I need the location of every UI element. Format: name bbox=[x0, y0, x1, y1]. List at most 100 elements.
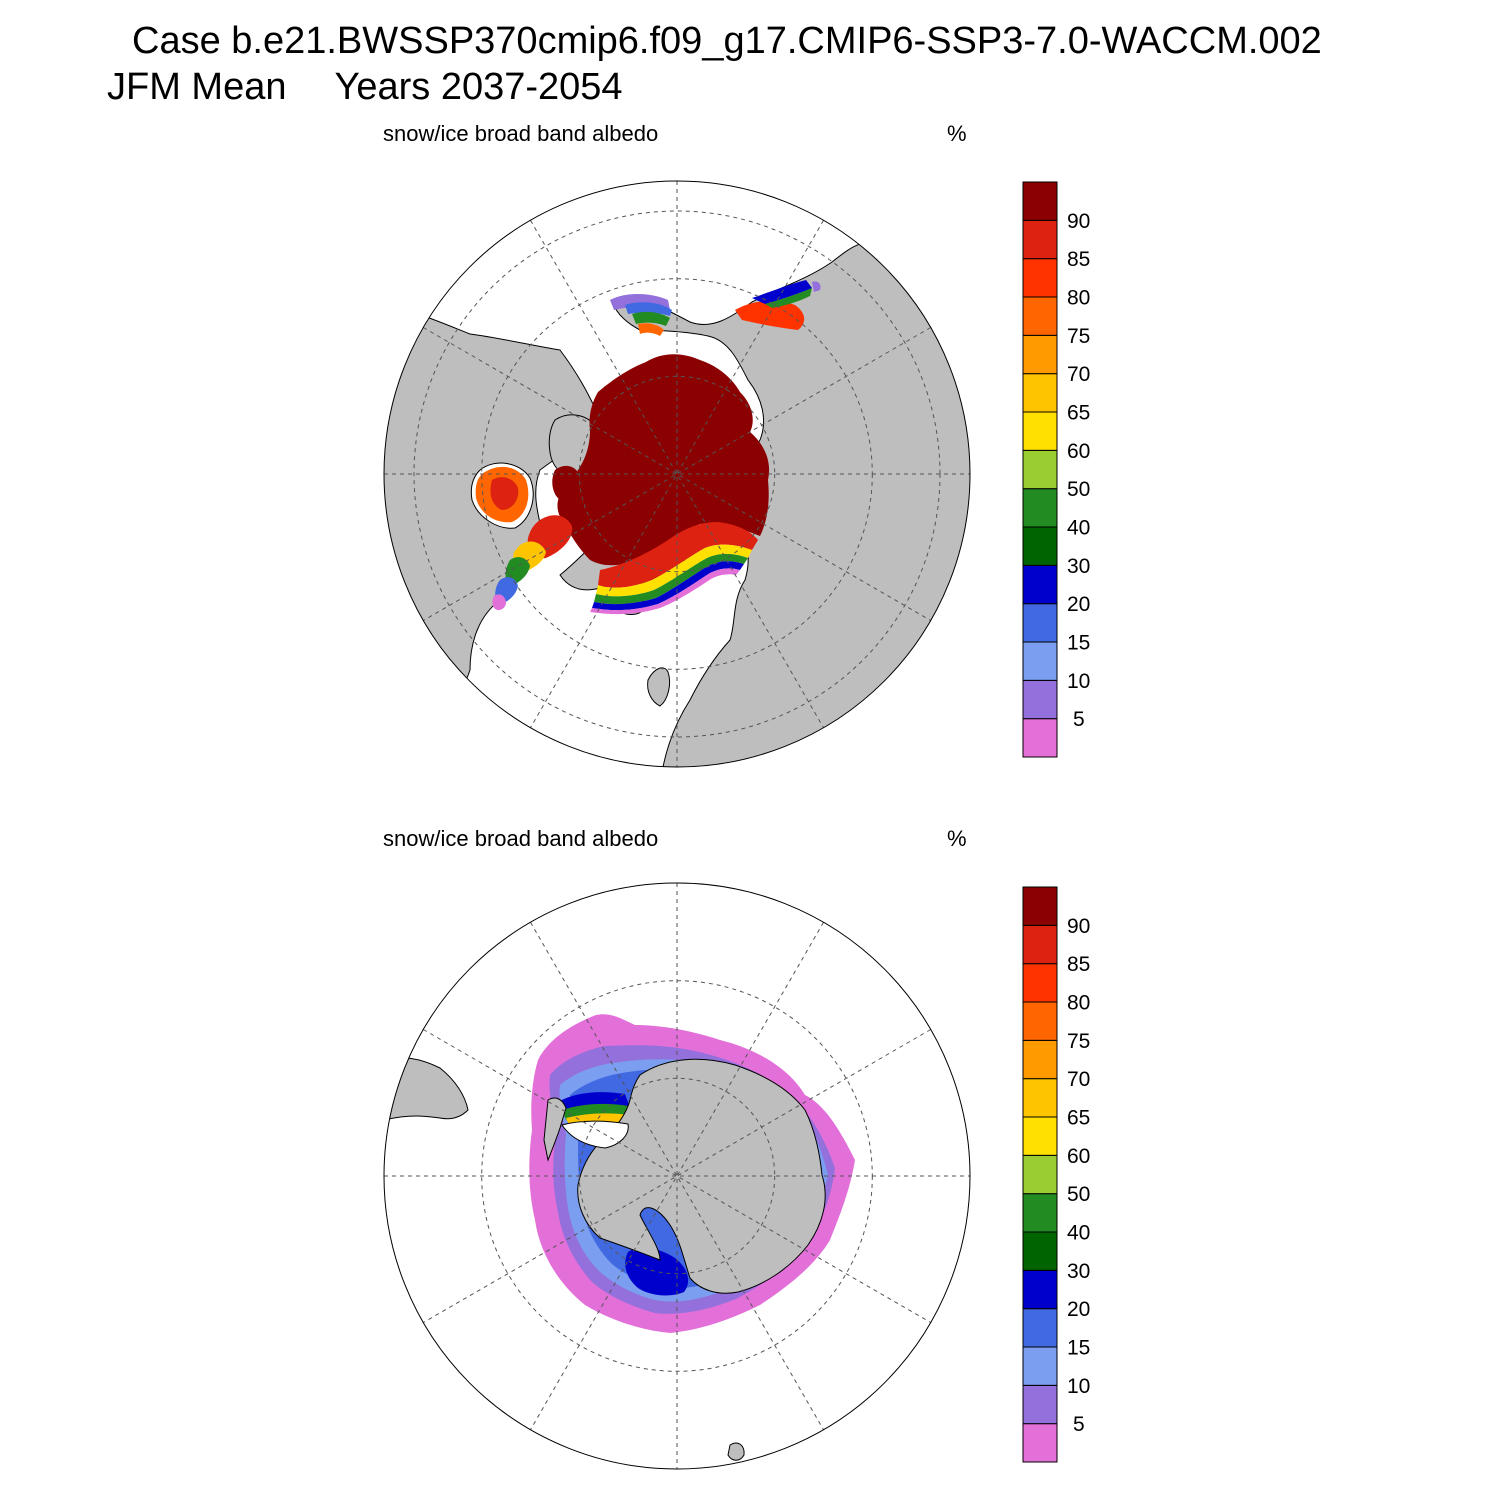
south-colorbar-label: 75 bbox=[1067, 1030, 1090, 1053]
north-colorbar-label: 90 bbox=[1067, 210, 1090, 233]
north-colorbar-swatch bbox=[1022, 334, 1058, 375]
south-colorbar-swatch bbox=[1022, 1269, 1058, 1310]
north-colorbar-label: 60 bbox=[1067, 440, 1090, 463]
south-colorbar-swatch bbox=[1022, 1384, 1058, 1425]
south-colorbar-label: 10 bbox=[1067, 1375, 1090, 1398]
south-polar-map bbox=[383, 882, 971, 1470]
north-colorbar-label: 40 bbox=[1067, 517, 1090, 540]
north-meridian-60 bbox=[423, 327, 931, 621]
north-ice-okhotsk-lavender bbox=[812, 281, 821, 292]
north-colorbar-swatch bbox=[1022, 181, 1058, 221]
south-units-label: % bbox=[947, 826, 967, 851]
south-meridian-60 bbox=[423, 1029, 931, 1323]
south-colorbar-swatch bbox=[1022, 1193, 1058, 1233]
south-colorbar-label: 40 bbox=[1067, 1222, 1090, 1245]
north-ice-greenland-sea-yellow bbox=[596, 544, 752, 597]
north-land-british-isles bbox=[647, 667, 671, 707]
north-polar-map bbox=[383, 180, 971, 768]
north-colorbar-label: 50 bbox=[1067, 478, 1090, 501]
north-ice-hudson-core bbox=[490, 477, 519, 510]
south-colorbar-label: 30 bbox=[1067, 1260, 1090, 1283]
north-colorbar-swatch bbox=[1022, 411, 1058, 451]
south-field-label: snow/ice broad band albedo bbox=[383, 826, 659, 851]
north-colorbar-label: 20 bbox=[1067, 593, 1090, 616]
north-ice-bering-orange bbox=[638, 323, 664, 336]
north-colorbar-label: 5 bbox=[1073, 708, 1085, 731]
north-ice-labrador-pink bbox=[492, 594, 506, 611]
south-ice-ross-deepblue bbox=[625, 1247, 689, 1296]
years-label: Years 2037-2054 bbox=[334, 66, 623, 108]
south-colorbar-swatch bbox=[1022, 1116, 1058, 1156]
north-ice-greenland-sea-red bbox=[598, 522, 758, 588]
north-units-label: % bbox=[947, 121, 967, 146]
north-meridian-120 bbox=[530, 220, 824, 728]
north-ice-greenland-sea-pink bbox=[590, 568, 740, 615]
south-colorbar-swatch bbox=[1022, 1154, 1058, 1195]
north-colorbar-swatch bbox=[1022, 219, 1058, 260]
north-map-border bbox=[383, 180, 971, 768]
south-land-tasmania bbox=[727, 1442, 745, 1461]
south-colorbar-label: 5 bbox=[1073, 1413, 1085, 1436]
north-graticule bbox=[384, 181, 970, 767]
north-meridian-30 bbox=[530, 220, 824, 728]
south-colorbar-swatch bbox=[1022, 963, 1058, 1003]
north-ice-baffin-dark bbox=[552, 465, 580, 501]
south-meridian-120 bbox=[530, 922, 824, 1430]
season-label: JFM Mean bbox=[107, 66, 287, 108]
south-land-antarctica bbox=[577, 1058, 826, 1294]
north-colorbar-label: 65 bbox=[1067, 402, 1090, 425]
north-colorbar-swatch bbox=[1022, 449, 1058, 490]
south-meridian-30 bbox=[530, 922, 824, 1430]
south-colorbar-label: 20 bbox=[1067, 1298, 1090, 1321]
south-colorbar-label: 50 bbox=[1067, 1183, 1090, 1206]
north-ice-bering-green bbox=[632, 311, 670, 326]
south-colorbar-swatch bbox=[1022, 1001, 1058, 1041]
north-ice-bering-blue bbox=[625, 302, 672, 316]
north-colorbar-swatch bbox=[1022, 488, 1058, 528]
north-colorbar-swatch bbox=[1022, 526, 1058, 566]
subtitle: JFM Mean Years 2037-2054 bbox=[107, 66, 623, 108]
south-colorbar-swatch bbox=[1022, 924, 1058, 965]
south-land-south-america bbox=[384, 1057, 469, 1121]
north-colorbar-label: 70 bbox=[1067, 363, 1090, 386]
south-colorbar-swatch bbox=[1022, 1308, 1058, 1348]
south-colorbar-label: 90 bbox=[1067, 915, 1090, 938]
south-land-masses bbox=[384, 1057, 826, 1461]
north-colorbar-swatch bbox=[1022, 603, 1058, 643]
south-map-border bbox=[383, 882, 971, 1470]
north-ice-okhotsk-red bbox=[735, 300, 805, 330]
south-colorbar: 5 10 15 20 30 40 50 60 65 70 75 80 85 90 bbox=[1022, 886, 1090, 1463]
north-ice-greenland-sea-green bbox=[594, 553, 748, 605]
north-colorbar-label: 30 bbox=[1067, 555, 1090, 578]
north-colorbar-swatch bbox=[1022, 258, 1058, 298]
south-colorbar-swatch bbox=[1022, 1039, 1058, 1080]
south-colorbar-swatch bbox=[1022, 1346, 1058, 1386]
north-colorbar-label: 15 bbox=[1067, 632, 1090, 655]
south-land-ronne-shelf bbox=[561, 1120, 629, 1149]
north-colorbar-swatch bbox=[1022, 296, 1058, 336]
north-meridian-150 bbox=[423, 327, 931, 621]
north-field-label: snow/ice broad band albedo bbox=[383, 121, 659, 146]
north-colorbar-swatch bbox=[1022, 679, 1058, 720]
north-colorbar-swatch bbox=[1022, 641, 1058, 681]
south-colorbar-label: 80 bbox=[1067, 992, 1090, 1015]
north-colorbar-swatch bbox=[1022, 564, 1058, 605]
north-colorbar-swatch bbox=[1022, 718, 1058, 758]
north-colorbar-label: 10 bbox=[1067, 670, 1090, 693]
south-meridian-150 bbox=[423, 1029, 931, 1323]
north-colorbar-label: 80 bbox=[1067, 287, 1090, 310]
south-land-antarctic-peninsula bbox=[543, 1097, 567, 1162]
north-colorbar-label: 85 bbox=[1067, 248, 1090, 271]
south-colorbar-label: 70 bbox=[1067, 1068, 1090, 1091]
case-title: Case b.e21.BWSSP370cmip6.f09_g17.CMIP6-S… bbox=[132, 20, 1322, 62]
north-colorbar-label: 75 bbox=[1067, 325, 1090, 348]
south-colorbar-label: 85 bbox=[1067, 953, 1090, 976]
south-colorbar-label: 15 bbox=[1067, 1337, 1090, 1360]
south-colorbar-swatch bbox=[1022, 1423, 1058, 1463]
south-colorbar-swatch bbox=[1022, 886, 1058, 926]
south-graticule bbox=[384, 883, 970, 1469]
south-colorbar-swatch bbox=[1022, 1231, 1058, 1271]
north-ice-greenland-sea-blue bbox=[592, 561, 744, 611]
south-colorbar-label: 60 bbox=[1067, 1145, 1090, 1168]
north-ice-okhotsk-green bbox=[765, 288, 812, 308]
